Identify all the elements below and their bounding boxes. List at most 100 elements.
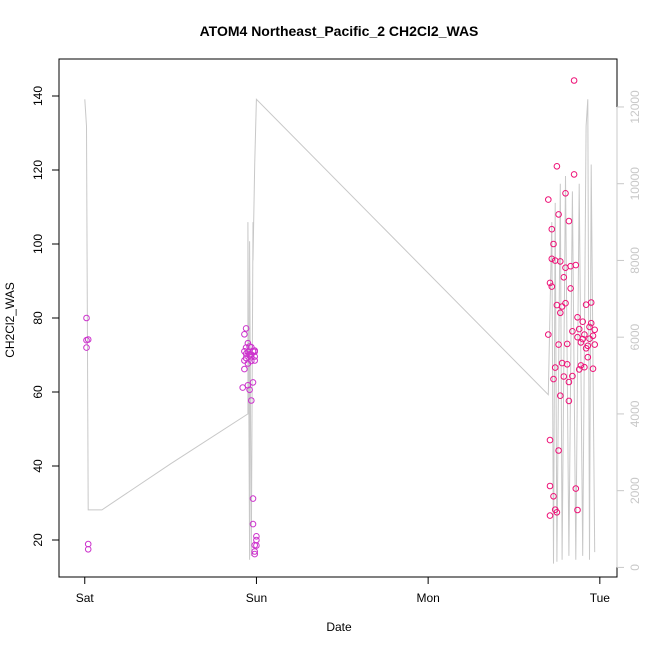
data-point [546, 279, 554, 287]
data-point [550, 240, 557, 248]
y-tick-label: 40 [31, 459, 45, 473]
data-point [251, 550, 258, 558]
data-point [242, 325, 250, 332]
data-point [563, 340, 571, 348]
y-tick-label: 60 [31, 385, 45, 399]
data-point [565, 397, 573, 405]
data-point [589, 332, 597, 340]
data-point [239, 384, 246, 391]
data-point [589, 365, 597, 373]
data-point [577, 362, 585, 369]
data-point [248, 357, 255, 365]
x-tick-label: Tue [590, 591, 611, 605]
data-point [548, 283, 556, 290]
y-axis-label: CH2Cl2_WAS [3, 282, 17, 358]
data-point [572, 261, 580, 269]
data-point [570, 171, 578, 178]
data-point [558, 303, 566, 310]
data-point [545, 196, 552, 203]
x-tick-label: Sat [76, 591, 95, 605]
data-point [555, 447, 562, 454]
data-point [579, 318, 587, 326]
data-point [253, 533, 260, 540]
x-axis: Sat Sun Mon Tue [76, 576, 611, 605]
data-point [241, 365, 248, 373]
data-point [251, 348, 258, 356]
data-point [249, 379, 257, 386]
altitude-line [84, 98, 596, 564]
y2-tick-label: 6000 [628, 324, 642, 351]
data-point [586, 323, 593, 331]
data-point [253, 536, 260, 544]
y-tick-label: 140 [31, 86, 45, 106]
data-point [548, 255, 556, 263]
data-point [249, 495, 257, 502]
data-point [581, 331, 588, 338]
data-point [591, 326, 599, 334]
y2-tick-label: 0 [628, 564, 642, 571]
data-point [550, 493, 557, 500]
data-point [555, 341, 562, 348]
data-point [581, 363, 588, 371]
data-point [546, 436, 554, 444]
points-layer [83, 77, 599, 558]
data-point [565, 378, 573, 386]
data-point [249, 520, 257, 528]
data-point [553, 163, 561, 170]
data-point [244, 382, 252, 389]
data-point [570, 77, 578, 84]
data-point [84, 546, 92, 553]
data-point [545, 331, 552, 338]
data-point [248, 397, 255, 404]
data-point [551, 364, 559, 371]
data-point [83, 344, 90, 351]
data-point [565, 217, 573, 225]
data-point [567, 285, 574, 292]
y2-tick-label: 12000 [628, 90, 642, 124]
y2-tick-label: 2000 [628, 477, 642, 504]
data-point [246, 386, 253, 394]
data-point [83, 314, 90, 322]
data-point [567, 262, 574, 270]
data-point [251, 353, 258, 360]
y-tick-label: 120 [31, 160, 45, 180]
data-point [560, 373, 568, 380]
x-axis-label: Date [326, 620, 352, 634]
data-point [574, 314, 581, 321]
data-point [248, 353, 255, 361]
data-point [244, 339, 252, 347]
data-point [251, 357, 258, 364]
data-point [575, 325, 583, 333]
y-tick-label: 100 [31, 234, 45, 254]
plot-frame [58, 58, 618, 578]
x-tick-label: Mon [416, 591, 439, 605]
data-point [587, 299, 595, 306]
y2-tick-label: 4000 [628, 400, 642, 427]
data-point [251, 548, 258, 555]
data-point [587, 319, 595, 327]
data-point [555, 211, 562, 218]
chart-title: ATOM4 Northeast_Pacific_2 CH2Cl2_WAS [200, 23, 479, 39]
y-axis-right: 0 2000 4000 6000 8000 10000 12000 [616, 90, 642, 571]
data-point [548, 225, 556, 233]
data-point [241, 331, 248, 338]
data-point [546, 512, 554, 519]
data-point [557, 392, 564, 400]
y2-tick-label: 10000 [628, 167, 642, 201]
data-point [553, 509, 561, 516]
y-tick-label: 80 [31, 311, 45, 325]
data-point [584, 342, 592, 350]
x-tick-label: Sun [246, 591, 267, 605]
data-point [569, 372, 576, 380]
data-point [562, 299, 569, 307]
data-point [557, 309, 564, 317]
y-tick-label: 20 [31, 533, 45, 547]
data-point [84, 336, 92, 343]
y2-tick-label: 8000 [628, 247, 642, 274]
data-point [557, 258, 564, 265]
data-point [562, 190, 569, 197]
data-point [584, 353, 592, 361]
altitude-line-layer [84, 98, 596, 564]
data-point [591, 341, 599, 348]
